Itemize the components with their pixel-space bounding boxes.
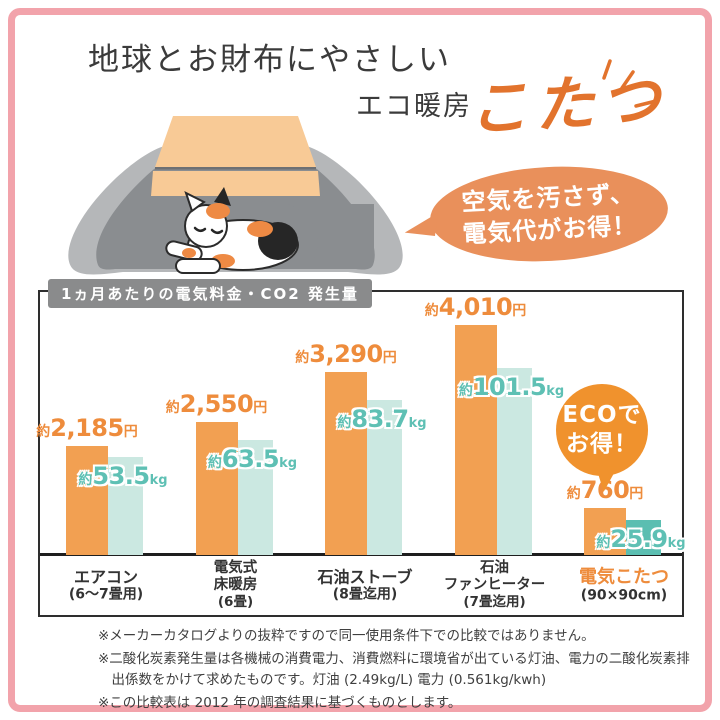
eco-badge-tail [592,464,618,494]
category-label-3: 石油ストーブ (8畳迄用) [300,567,430,604]
category-label-line: (7畳迄用) [463,594,526,611]
category-label-line: 石油 [480,559,509,576]
category-label-line: (8畳迄用) [332,586,398,603]
chart-column-5: 約760円約25.9kg [559,292,689,555]
eco-badge-line2: お得！ [566,431,638,457]
footnote-3: ※この比較表は 2012 年の調査結果に基づくものとします。 [98,694,462,711]
co2-value-label: 約25.9kg [596,525,686,553]
sleeping-cat [165,187,374,274]
category-label-line: 電気式 [213,559,258,576]
kotatsu-table-front [151,171,320,196]
chart-column-1: 約2,185円約53.5kg [36,292,171,555]
category-label-line: 石油ストーブ [317,567,413,587]
cost-bar [325,372,367,555]
co2-value-label: 約63.5kg [207,445,298,473]
sparkle-icon [602,59,658,108]
category-label-line: エアコン [73,567,138,587]
cost-value-label: 約2,550円 [165,390,268,418]
footnote-1: ※メーカーカタログよりの抜粋ですので同一使用条件下での比較ではありません。 [98,628,595,644]
category-label-band: エアコン (6～7畳用) 電気式 床暖房 (6畳) 石油ストーブ (8畳迄用) 石油 ファンヒー… [40,556,682,615]
category-label-line: (90×90cm) [580,587,668,604]
chart-column-4: 約4,010円約101.5kg [425,292,564,555]
category-label-line: (6～7畳用) [68,586,144,603]
cost-bar [66,446,108,555]
co2-value-label: 約53.5kg [78,462,168,490]
cost-value-label: 約3,290円 [295,340,397,368]
eco-badge: ECOで お得！ [556,384,648,476]
category-label-4: 石油 ファンヒーター (7畳迄用) [430,560,560,612]
category-label-1: エアコン (6～7畳用) [41,567,171,604]
chart-column-2: 約2,550円約63.5kg [166,292,301,555]
tagline: 地球とお財布にやさしい [88,42,451,78]
chart-title-tag: 1ヵ月あたりの電気料金・CO2 発生量 [48,279,372,308]
eco-badge-line1: ECOで [562,402,642,429]
co2-value-label: 約101.5kg [458,373,565,401]
co2-value-label: 約83.7kg [337,405,427,433]
plot-area: 約2,185円 約53.5kg 約2,550円 約63.5kg 約3,290円 約83.7… [36,292,686,555]
category-label-2: 電気式 床暖房 (6畳) [171,560,301,612]
cost-bar [584,508,626,555]
cost-value-label: 約4,010円 [424,293,527,321]
category-label-line: (6畳) [217,594,254,611]
footnotes: ※メーカーカタログよりの抜粋ですので同一使用条件下での比較ではありません。 ※二… [98,626,690,716]
kotatsu-table-edge-line [155,167,316,170]
chart-box: 1ヵ月あたりの電気料金・CO2 発生量 約2,185円 約53.5kg 約2,550… [36,279,686,617]
cost-bar [454,325,497,555]
speech-bubble-tail [404,212,438,236]
chart-column-3: 約3,290円約83.7kg [295,292,430,555]
cost-bar [195,422,238,555]
kotatsu-tabletop [155,116,316,167]
category-label-line: ファンヒーター [443,577,546,594]
cost-value-label: 約760円 [566,476,644,504]
subtitle: エコ暖房 [356,91,472,122]
kotatsu-cat-illustration [68,116,403,275]
category-label-5: 電気こたつ (90×90cm) [559,566,689,605]
category-label-line: 床暖房 [213,577,258,594]
footnote-2: ※二酸化炭素発生量は各機械の消費電力、消費燃料に環境省が出ている灯油、電力の二酸… [98,650,690,688]
cost-value-label: 約2,185円 [36,414,138,442]
speech-bubble: 空気を汚さず、 電気代がお得！ [404,160,671,268]
category-label-line: 電気こたつ [579,565,669,587]
